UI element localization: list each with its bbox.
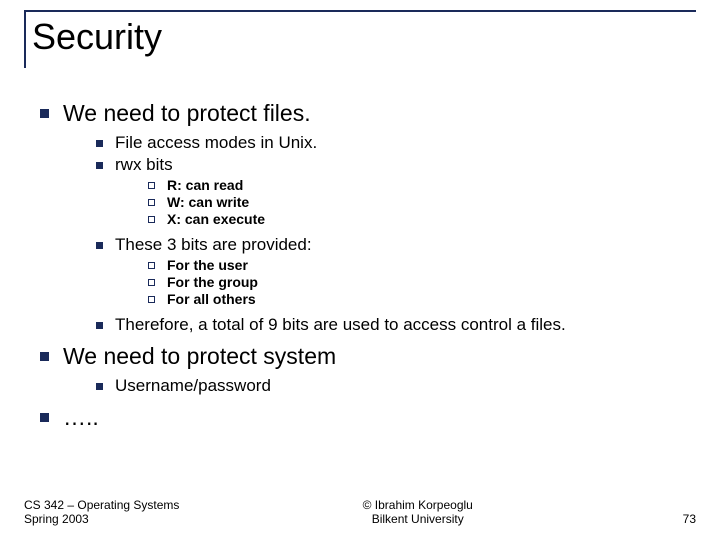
bullet-level2: rwx bits (96, 155, 690, 175)
bullet-level3: For the group (148, 274, 690, 290)
bullet-level2: Therefore, a total of 9 bits are used to… (96, 315, 690, 335)
square-outline-bullet-icon (148, 296, 155, 303)
bullet-text: We need to protect files. (63, 100, 311, 127)
slide-footer: CS 342 – Operating Systems Spring 2003 ©… (24, 498, 696, 526)
title-rule-left (24, 10, 26, 68)
bullet-level1: ….. (40, 404, 690, 431)
square-bullet-icon (96, 322, 103, 329)
bullet-text: For all others (167, 291, 256, 307)
bullet-level3: R: can read (148, 177, 690, 193)
bullet-text: W: can write (167, 194, 249, 210)
bullet-text: These 3 bits are provided: (115, 235, 312, 255)
square-bullet-icon (96, 162, 103, 169)
square-outline-bullet-icon (148, 216, 155, 223)
square-bullet-icon (96, 242, 103, 249)
footer-center: © Ibrahim Korpeoglu Bilkent University (179, 498, 656, 526)
square-outline-bullet-icon (148, 199, 155, 206)
square-outline-bullet-icon (148, 182, 155, 189)
square-bullet-icon (40, 109, 49, 118)
bullet-text: ….. (63, 404, 99, 431)
square-outline-bullet-icon (148, 279, 155, 286)
title-area: Security (24, 10, 696, 64)
bullet-level1: We need to protect files. (40, 100, 690, 127)
footer-course: CS 342 – Operating Systems (24, 498, 179, 512)
footer-institution: Bilkent University (179, 512, 656, 526)
bullet-text: X: can execute (167, 211, 265, 227)
bullet-level2: Username/password (96, 376, 690, 396)
bullet-text: For the user (167, 257, 248, 273)
slide: { "title": "Security", "content": { "l1_… (0, 0, 720, 540)
footer-left: CS 342 – Operating Systems Spring 2003 (24, 498, 179, 526)
square-bullet-icon (96, 383, 103, 390)
bullet-text: We need to protect system (63, 343, 336, 370)
square-bullet-icon (40, 352, 49, 361)
footer-page-number: 73 (656, 512, 696, 526)
slide-title: Security (24, 12, 696, 64)
bullet-text: For the group (167, 274, 258, 290)
footer-copyright: © Ibrahim Korpeoglu (179, 498, 656, 512)
bullet-text: rwx bits (115, 155, 173, 175)
bullet-text: File access modes in Unix. (115, 133, 317, 153)
square-bullet-icon (40, 413, 49, 422)
footer-term: Spring 2003 (24, 512, 179, 526)
bullet-text: Username/password (115, 376, 271, 396)
bullet-text: R: can read (167, 177, 243, 193)
bullet-level3: X: can execute (148, 211, 690, 227)
square-outline-bullet-icon (148, 262, 155, 269)
bullet-level3: W: can write (148, 194, 690, 210)
bullet-level2: File access modes in Unix. (96, 133, 690, 153)
slide-content: We need to protect files. File access mo… (40, 100, 690, 437)
bullet-level1: We need to protect system (40, 343, 690, 370)
bullet-text: Therefore, a total of 9 bits are used to… (115, 315, 566, 335)
bullet-level2: These 3 bits are provided: (96, 235, 690, 255)
bullet-level3: For the user (148, 257, 690, 273)
bullet-level3: For all others (148, 291, 690, 307)
square-bullet-icon (96, 140, 103, 147)
